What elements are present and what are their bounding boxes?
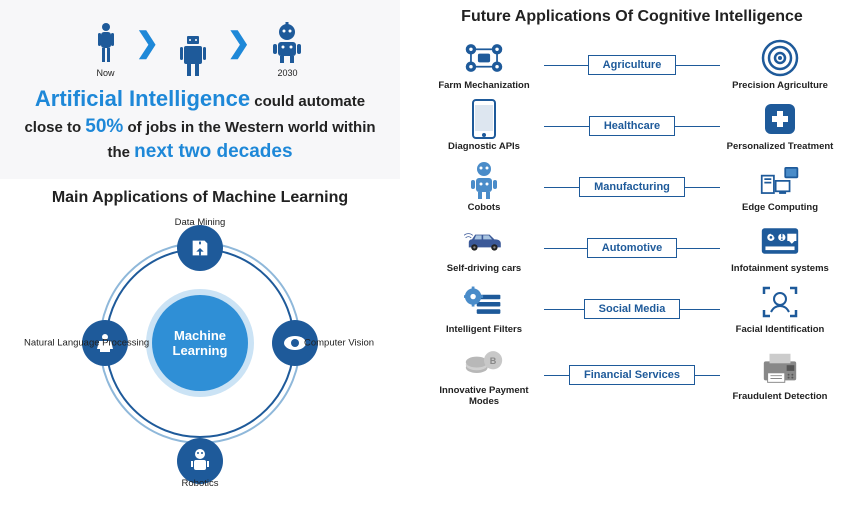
right-label: Personalized Treatment [727, 141, 834, 152]
category-box: Financial Services [569, 365, 695, 385]
left-label: Cobots [468, 202, 501, 213]
row-mid: Social Media [544, 299, 720, 319]
future-row: B Innovative Payment Modes Financial Servi… [424, 343, 840, 407]
node-data-mining [177, 225, 223, 271]
ml-center: Machine Learning [152, 295, 248, 391]
left-icon [464, 38, 504, 78]
left-label: Innovative Payment Modes [424, 385, 544, 407]
evolution-panel: Now ❯ ❯ [0, 0, 400, 179]
evolution-future: 2030 [270, 18, 304, 78]
left-column: Now ❯ ❯ [0, 0, 400, 513]
left-label: Intelligent Filters [446, 324, 522, 335]
right-icon [760, 282, 800, 322]
right-label: Fraudulent Detection [732, 391, 827, 402]
hl-decades: next two decades [134, 141, 292, 162]
category-box: Manufacturing [579, 177, 685, 197]
left-label: Diagnostic APIs [448, 141, 520, 152]
row-mid: Agriculture [544, 55, 720, 75]
category-box: Healthcare [589, 116, 675, 136]
label-computer-vision: Computer Vision [304, 337, 364, 348]
right-label: Infotainment systems [731, 263, 829, 274]
right-label: Facial Identification [736, 324, 825, 335]
hl-ai: Artificial Intelligence [35, 86, 250, 111]
future-row: Cobots Manufacturing Edge Computing [424, 160, 840, 213]
evolution-mid [179, 18, 207, 78]
category-box: Agriculture [588, 55, 677, 75]
left-label: Farm Mechanization [438, 80, 529, 91]
right-label: Edge Computing [742, 202, 818, 213]
person-icon [96, 22, 116, 64]
label-robotics: Robotics [182, 478, 219, 489]
right-label: Precision Agriculture [732, 80, 828, 91]
row-right: Personalized Treatment [720, 99, 840, 152]
row-left: Intelligent Filters [424, 282, 544, 335]
right-icon [760, 99, 800, 139]
android-icon [179, 34, 207, 78]
right-icon [760, 160, 800, 200]
row-left: Self-driving cars [424, 221, 544, 274]
left-icon: B [464, 343, 504, 383]
row-right: Fraudulent Detection [720, 349, 840, 402]
row-mid: Manufacturing [544, 177, 720, 197]
category-box: Automotive [587, 238, 678, 258]
row-mid: Financial Services [544, 365, 720, 385]
now-label: Now [97, 68, 115, 78]
ml-applications-panel: Main Applications of Machine Learning Ma… [0, 179, 400, 513]
row-left: Cobots [424, 160, 544, 213]
future-row: Self-driving cars Automotive Infotainment … [424, 221, 840, 274]
chevron-icon: ❯ [136, 26, 159, 59]
row-mid: Automotive [544, 238, 720, 258]
floppy-icon [189, 237, 211, 259]
evolution-statement: Artificial Intelligence could automate c… [20, 84, 380, 165]
evolution-row: Now ❯ ❯ [20, 18, 380, 78]
row-mid: Healthcare [544, 116, 720, 136]
future-label: 2030 [277, 68, 297, 78]
row-right: Edge Computing [720, 160, 840, 213]
ml-title: Main Applications of Machine Learning [6, 189, 394, 207]
right-icon [760, 221, 800, 261]
row-right: Precision Agriculture [720, 38, 840, 91]
label-data-mining: Data Mining [175, 217, 226, 228]
row-left: B Innovative Payment Modes [424, 343, 544, 407]
future-title: Future Applications Of Cognitive Intelli… [424, 8, 840, 26]
row-left: Diagnostic APIs [424, 99, 544, 152]
label-nlp: Natural Language Processing [24, 337, 104, 348]
category-box: Social Media [584, 299, 681, 319]
row-left: Farm Mechanization [424, 38, 544, 91]
robot-small-icon [189, 448, 211, 474]
future-row: Diagnostic APIs Healthcare Personalized Tr… [424, 99, 840, 152]
right-column: Future Applications Of Cognitive Intelli… [400, 0, 850, 513]
ml-ring: Machine Learning Data Mining Computer Vi… [60, 213, 340, 473]
svg-text:B: B [490, 356, 497, 366]
robot-icon [270, 22, 304, 64]
evolution-now: Now [96, 18, 116, 78]
left-icon [464, 99, 504, 139]
left-icon [464, 160, 504, 200]
right-icon [760, 38, 800, 78]
future-row: Farm Mechanization Agriculture Precision A… [424, 38, 840, 91]
left-icon [464, 221, 504, 261]
chevron-icon: ❯ [227, 26, 250, 59]
left-icon [464, 282, 504, 322]
row-right: Infotainment systems [720, 221, 840, 274]
right-icon [760, 349, 800, 389]
left-label: Self-driving cars [447, 263, 521, 274]
row-right: Facial Identification [720, 282, 840, 335]
future-rows: Farm Mechanization Agriculture Precision A… [424, 38, 840, 407]
future-row: Intelligent Filters Social Media Facial Id… [424, 282, 840, 335]
hl-pct: 50% [85, 116, 123, 137]
